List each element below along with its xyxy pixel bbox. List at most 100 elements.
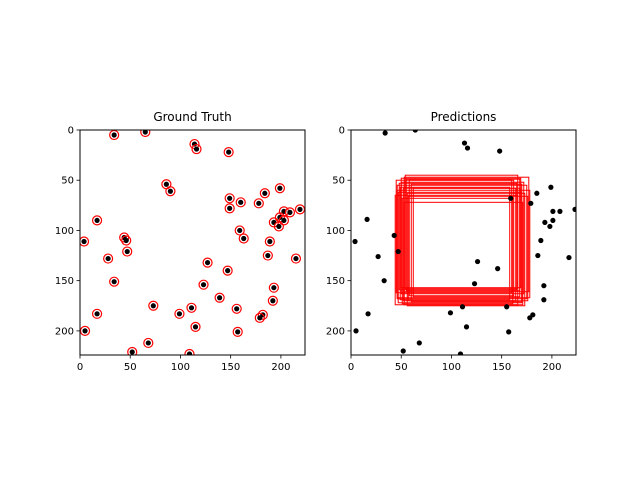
ground-truth-point bbox=[238, 199, 244, 205]
prediction-point bbox=[541, 283, 547, 289]
ground-truth-ring bbox=[103, 253, 114, 264]
ground-truth-point bbox=[123, 237, 129, 244]
prediction-box bbox=[401, 197, 514, 305]
prediction-box bbox=[407, 195, 529, 302]
prediction-point bbox=[375, 253, 381, 260]
ground-truth-ring bbox=[80, 236, 90, 247]
prediction-point bbox=[447, 310, 454, 316]
prediction-point bbox=[550, 208, 556, 214]
ground-truth-ring bbox=[257, 309, 268, 320]
prediction-point bbox=[364, 216, 370, 222]
ground-truth-point bbox=[129, 349, 135, 355]
ground-truth-point bbox=[234, 306, 240, 312]
prediction-point bbox=[547, 223, 553, 230]
x-tick-label: 0 bbox=[77, 362, 83, 373]
ground-truth-point bbox=[270, 298, 276, 304]
ground-truth-point bbox=[176, 311, 183, 317]
prediction-point bbox=[572, 206, 576, 212]
prediction-point bbox=[459, 304, 466, 310]
ground-truth-ring bbox=[186, 302, 197, 313]
prediction-point bbox=[548, 184, 554, 190]
prediction-point bbox=[534, 190, 540, 196]
ground-truth-point bbox=[111, 132, 117, 138]
ground-truth-point bbox=[124, 248, 130, 255]
ground-truth-ring bbox=[202, 257, 213, 268]
prediction-point bbox=[353, 328, 359, 334]
ground-truth-ring bbox=[273, 221, 284, 232]
prediction-point bbox=[365, 311, 371, 317]
ground-truth-point bbox=[225, 268, 231, 274]
y-tick-label: 150 bbox=[55, 276, 74, 287]
ground-truth-ring bbox=[165, 186, 176, 197]
prediction-point bbox=[557, 208, 563, 214]
ground-truth-point bbox=[262, 190, 268, 196]
prediction-point bbox=[412, 130, 418, 133]
ground-truth-ring bbox=[264, 236, 275, 247]
prediction-point bbox=[474, 258, 481, 265]
ground-truth-ring bbox=[191, 143, 202, 155]
ground-truth-ring bbox=[122, 246, 133, 257]
prediction-point bbox=[457, 351, 464, 355]
ground-truth-ring bbox=[284, 207, 296, 218]
ground-truth-ring bbox=[294, 204, 305, 215]
ground-truth-point bbox=[227, 195, 233, 201]
ground-truth-ring bbox=[80, 325, 91, 336]
ground-truth-ring bbox=[232, 326, 243, 337]
gt-points bbox=[80, 130, 305, 355]
prediction-point bbox=[508, 195, 514, 201]
prediction-point bbox=[400, 348, 406, 354]
prediction-point bbox=[527, 315, 533, 321]
prediction-box bbox=[410, 183, 523, 303]
ground-truth-ring bbox=[224, 193, 235, 204]
ground-truth-point bbox=[82, 328, 88, 334]
prediction-box bbox=[400, 181, 525, 295]
prediction-point bbox=[542, 219, 548, 226]
ground-truth-point bbox=[241, 235, 247, 242]
x-tick-label: 100 bbox=[442, 362, 461, 373]
ground-truth-ring bbox=[290, 253, 302, 264]
x-tick-label: 200 bbox=[542, 362, 561, 373]
prediction-point bbox=[463, 324, 470, 330]
ground-truth-ring bbox=[278, 215, 290, 226]
ground-truth-point bbox=[281, 217, 287, 224]
ground-truth-point bbox=[237, 227, 243, 234]
prediction-point bbox=[381, 278, 387, 284]
ground-truth-point bbox=[94, 311, 100, 317]
ground-truth-point bbox=[204, 259, 211, 266]
ground-truth-ring bbox=[198, 279, 209, 290]
ground-truth-point bbox=[105, 255, 111, 262]
prediction-box bbox=[398, 182, 518, 291]
ground-truth-point bbox=[277, 185, 283, 191]
ground-truth-ring bbox=[91, 308, 103, 319]
y-tick-label: 0 bbox=[339, 126, 345, 137]
ground-truth-point bbox=[145, 340, 151, 346]
y-tick-label: 150 bbox=[326, 276, 345, 287]
ground-truth-ring bbox=[234, 225, 245, 236]
ground-truth-ring bbox=[148, 300, 159, 311]
ground-truth-ring bbox=[274, 183, 285, 194]
y-tick-label: 100 bbox=[55, 226, 74, 237]
x-tick-label: 100 bbox=[171, 362, 190, 373]
y-tick-label: 200 bbox=[55, 326, 74, 337]
ground-truth-point bbox=[267, 238, 273, 245]
ground-truth-ring bbox=[231, 303, 242, 314]
ground-truth-ring bbox=[143, 337, 154, 349]
ground-truth-point bbox=[256, 200, 262, 206]
pred-axes-frame bbox=[350, 129, 577, 356]
ground-truth-point bbox=[217, 295, 223, 301]
ground-truth-point bbox=[271, 219, 277, 226]
prediction-point bbox=[541, 297, 547, 303]
ground-truth-ring bbox=[235, 197, 246, 208]
y-tick-label: 50 bbox=[332, 176, 345, 187]
ground-truth-point bbox=[287, 209, 293, 215]
ground-truth-point bbox=[150, 303, 156, 309]
ground-truth-point bbox=[265, 252, 271, 259]
y-tick-label: 0 bbox=[68, 126, 74, 137]
x-tick-label: 200 bbox=[271, 362, 290, 373]
ground-truth-ring bbox=[140, 130, 151, 138]
prediction-point bbox=[528, 200, 534, 206]
prediction-point bbox=[461, 140, 468, 146]
ground-truth-ring bbox=[223, 146, 234, 158]
prediction-point bbox=[504, 304, 510, 310]
